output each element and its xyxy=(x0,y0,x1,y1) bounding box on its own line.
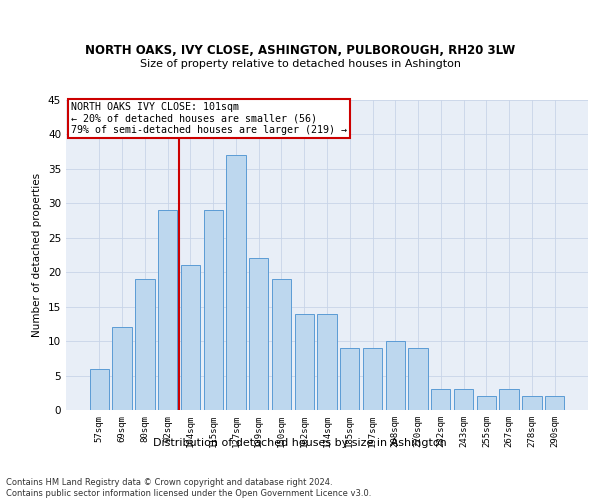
Bar xyxy=(317,314,337,410)
Bar xyxy=(295,314,314,410)
Bar xyxy=(112,328,132,410)
Bar xyxy=(90,368,109,410)
Bar xyxy=(431,390,451,410)
Bar xyxy=(226,155,245,410)
Bar xyxy=(454,390,473,410)
Bar xyxy=(386,341,405,410)
Bar xyxy=(499,390,519,410)
Bar xyxy=(522,396,542,410)
Bar xyxy=(181,266,200,410)
Y-axis label: Number of detached properties: Number of detached properties xyxy=(32,173,43,337)
Text: NORTH OAKS, IVY CLOSE, ASHINGTON, PULBOROUGH, RH20 3LW: NORTH OAKS, IVY CLOSE, ASHINGTON, PULBOR… xyxy=(85,44,515,58)
Bar xyxy=(158,210,178,410)
Bar xyxy=(545,396,564,410)
Bar xyxy=(272,279,291,410)
Text: NORTH OAKS IVY CLOSE: 101sqm
← 20% of detached houses are smaller (56)
79% of se: NORTH OAKS IVY CLOSE: 101sqm ← 20% of de… xyxy=(71,102,347,134)
Bar xyxy=(363,348,382,410)
Bar xyxy=(203,210,223,410)
Text: Distribution of detached houses by size in Ashington: Distribution of detached houses by size … xyxy=(153,438,447,448)
Text: Contains HM Land Registry data © Crown copyright and database right 2024.
Contai: Contains HM Land Registry data © Crown c… xyxy=(6,478,371,498)
Bar xyxy=(476,396,496,410)
Bar xyxy=(409,348,428,410)
Bar xyxy=(340,348,359,410)
Bar xyxy=(249,258,268,410)
Bar xyxy=(135,279,155,410)
Text: Size of property relative to detached houses in Ashington: Size of property relative to detached ho… xyxy=(139,59,461,69)
